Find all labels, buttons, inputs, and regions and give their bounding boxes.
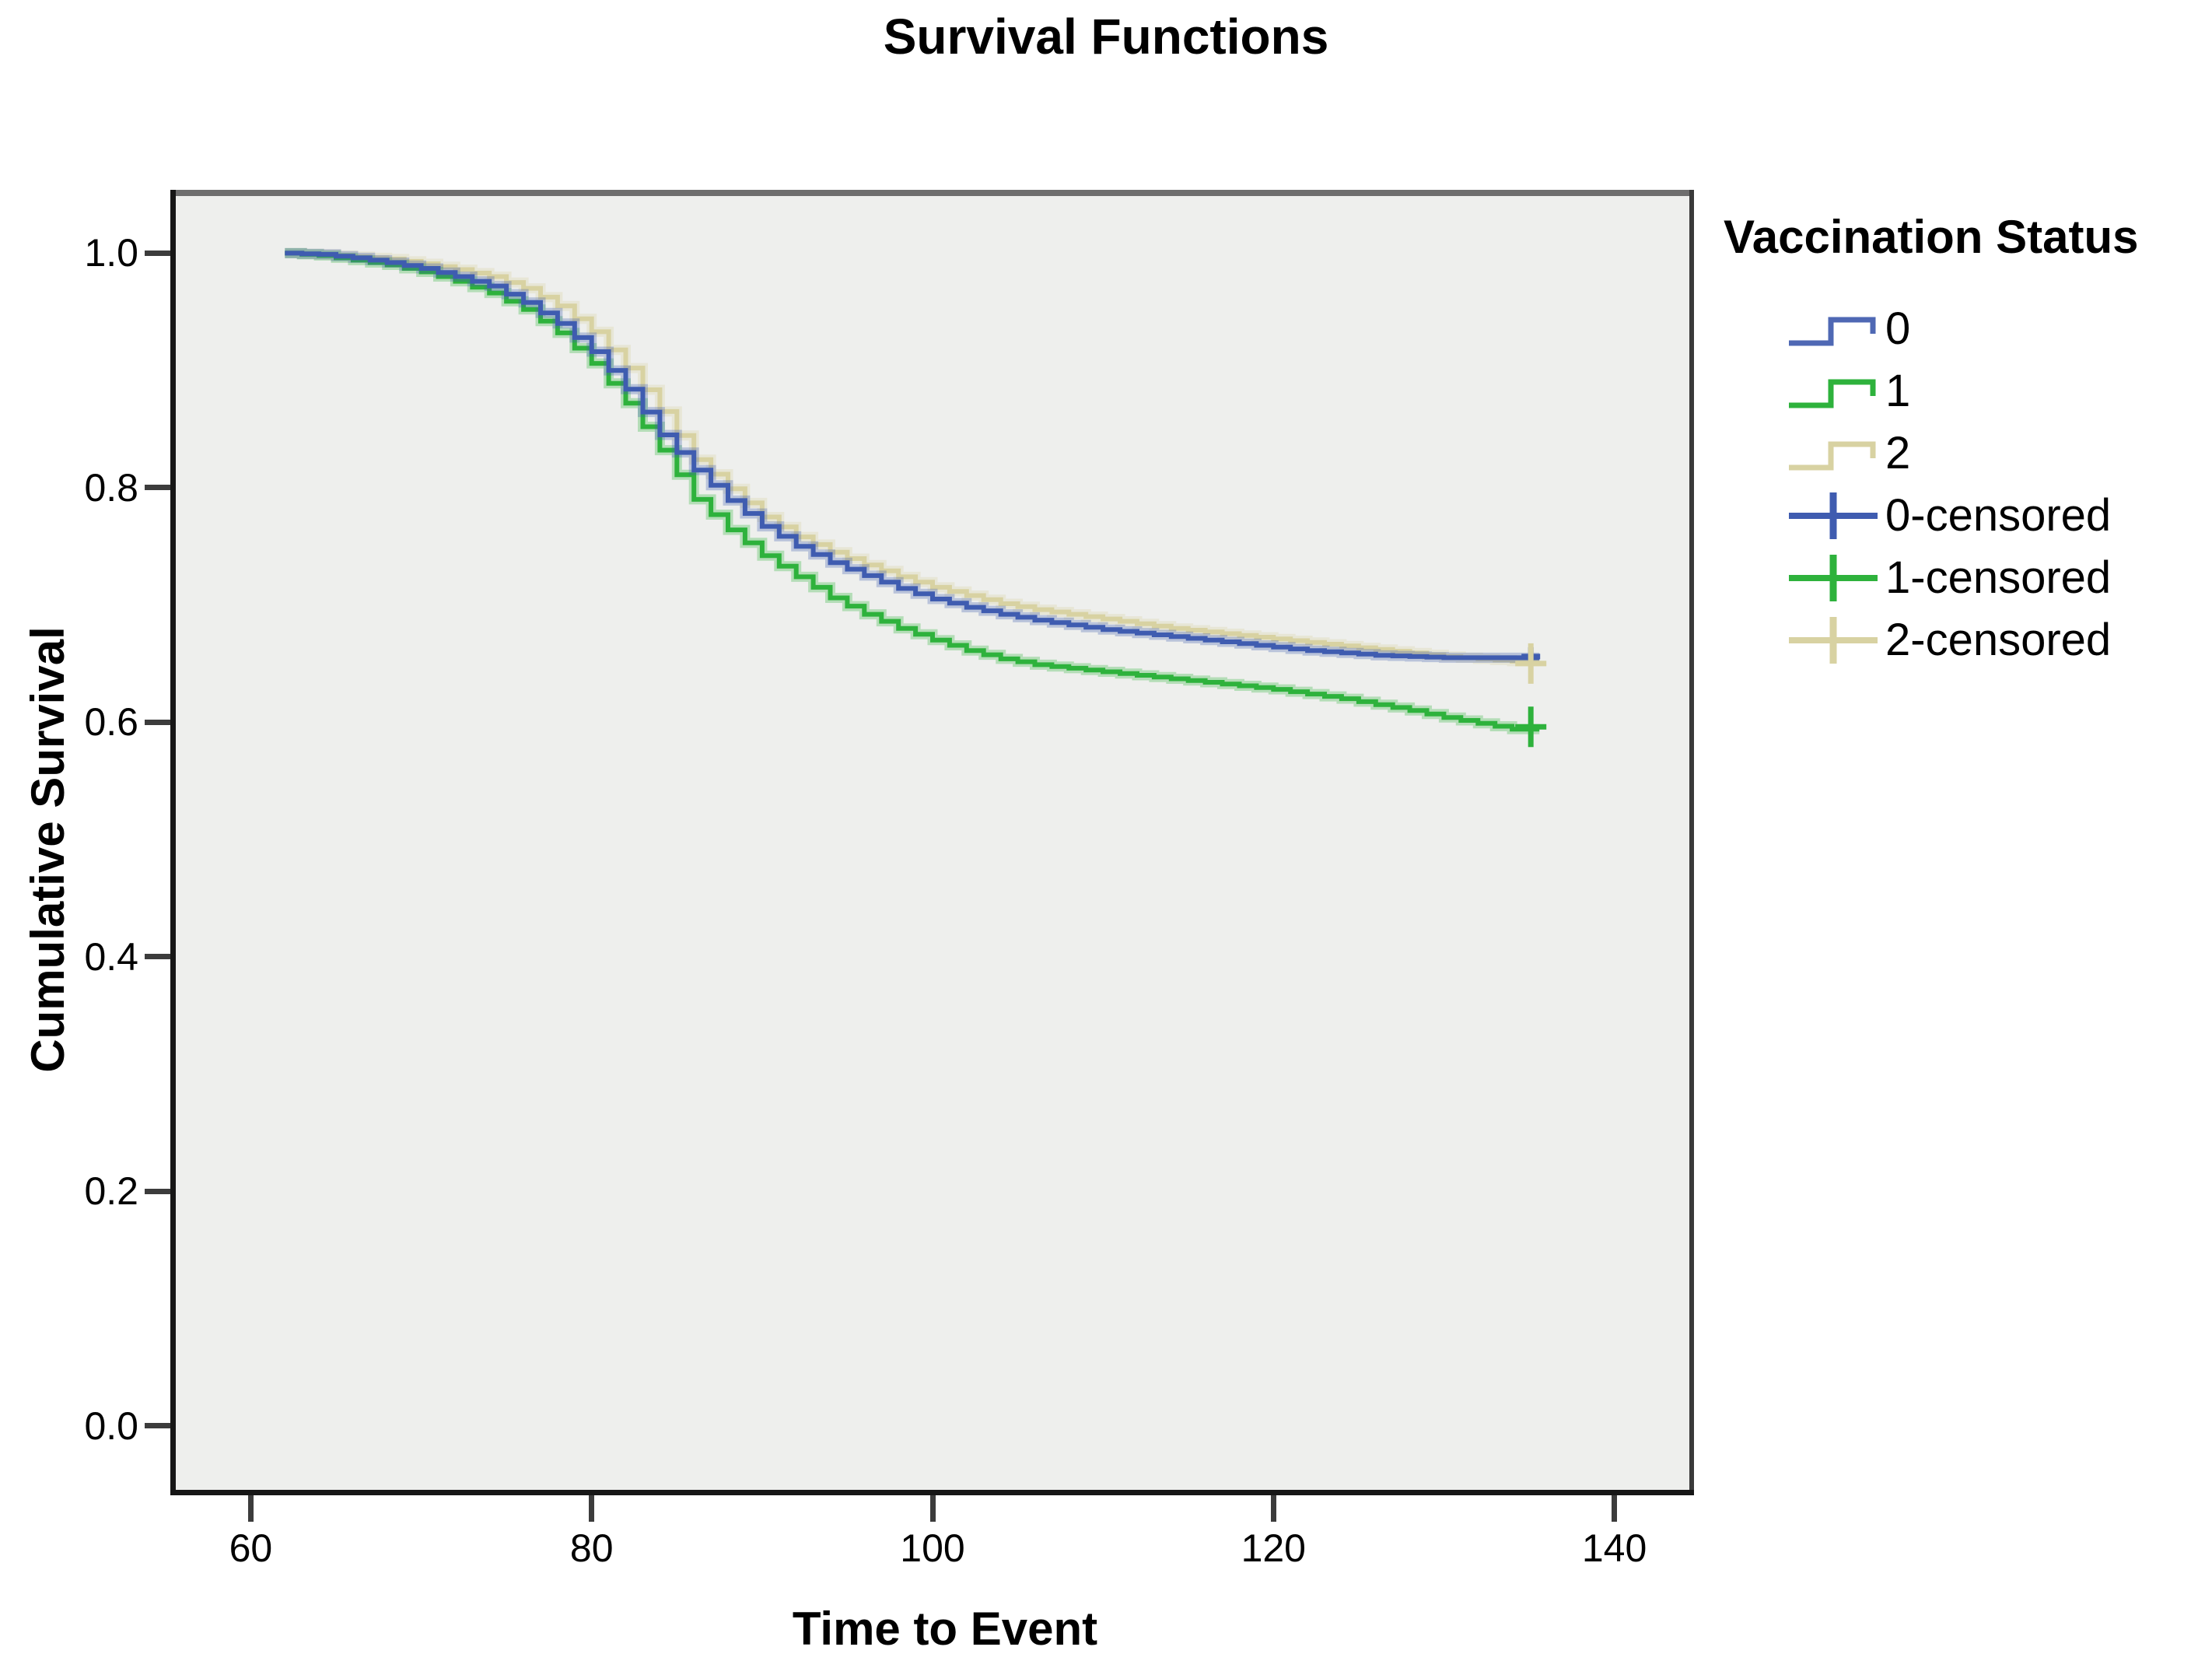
y-tick-mark	[145, 1423, 170, 1429]
y-tick-label: 0.6	[84, 700, 138, 745]
y-tick-label: 1.0	[84, 231, 138, 275]
y-tick-label: 0.0	[84, 1403, 138, 1448]
y-axis-title: Cumulative Survival	[22, 626, 74, 1073]
chart-title: Survival Functions	[883, 9, 1329, 65]
legend-label-2-censored: 2-censored	[1885, 615, 2112, 665]
legend-swatch-0-line	[1789, 317, 1876, 346]
x-tick-label: 120	[1241, 1526, 1306, 1570]
x-tick-label: 140	[1581, 1526, 1647, 1570]
x-tick-label: 80	[569, 1526, 614, 1570]
plot-area	[176, 196, 1689, 1490]
legend-label-0-censored: 0-censored	[1885, 490, 2112, 541]
y-tick-mark	[145, 954, 170, 960]
y-tick-mark	[145, 250, 170, 256]
x-tick-mark	[1612, 1495, 1618, 1522]
legend-swatch-0-censored	[1789, 492, 1878, 539]
y-tick-label: 0.8	[84, 465, 138, 510]
legend-swatch-1-line	[1789, 379, 1876, 408]
x-tick-mark	[929, 1495, 936, 1522]
x-tick-label: 60	[229, 1526, 273, 1570]
legend-swatch-2-line	[1789, 441, 1876, 471]
plot-frame-right	[1689, 190, 1694, 1495]
legend-swatch-2-censored	[1789, 617, 1878, 664]
legend-label-2: 2	[1885, 428, 1911, 478]
x-tick-mark	[589, 1495, 595, 1522]
x-tick-mark	[247, 1495, 254, 1522]
plot-frame-top	[170, 190, 1694, 196]
x-tick-mark	[1270, 1495, 1276, 1522]
x-tick-label: 100	[900, 1526, 965, 1570]
legend-swatch-1-censored	[1789, 555, 1878, 601]
y-tick-mark	[145, 719, 170, 725]
legend-label-1: 1	[1885, 366, 1911, 416]
legend-label-0: 0	[1885, 303, 1911, 354]
y-tick-label: 0.4	[84, 934, 138, 979]
y-tick-mark	[145, 485, 170, 491]
plot-frame-left	[170, 190, 176, 1495]
plot-frame-bottom	[170, 1490, 1694, 1495]
legend-label-1-censored: 1-censored	[1885, 552, 2112, 603]
y-tick-mark	[145, 1188, 170, 1194]
x-axis-title: Time to Event	[792, 1603, 1098, 1655]
legend-title: Vaccination Status	[1724, 211, 2139, 263]
y-tick-label: 0.2	[84, 1169, 138, 1214]
